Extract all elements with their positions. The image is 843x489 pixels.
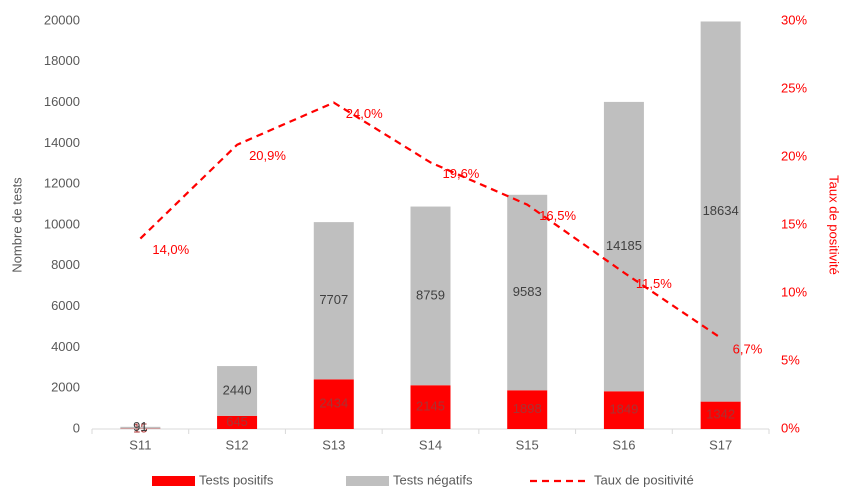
bar-label: 1898 bbox=[513, 401, 542, 416]
y2-tick-label: 0% bbox=[781, 420, 800, 435]
bar-label: 1849 bbox=[609, 402, 638, 417]
line-label: 14,0% bbox=[152, 242, 189, 257]
bar-label: 7707 bbox=[319, 292, 348, 307]
bar bbox=[120, 426, 161, 429]
bar-label: 1342 bbox=[706, 407, 735, 422]
y-tick-label: 18000 bbox=[44, 53, 80, 68]
y2-tick-label: 30% bbox=[781, 12, 807, 27]
y2-tick-label: 5% bbox=[781, 352, 800, 367]
bar-label: 14185 bbox=[606, 238, 642, 253]
x-tick-label: S13 bbox=[322, 437, 345, 452]
x-tick-label: S14 bbox=[419, 437, 442, 452]
line-label: 19,6% bbox=[443, 166, 480, 181]
bar-label: 2145 bbox=[416, 399, 445, 414]
bar-label: 645 bbox=[226, 414, 248, 429]
bar bbox=[700, 21, 741, 402]
legend-swatch bbox=[346, 476, 389, 486]
bar bbox=[313, 222, 354, 380]
bar bbox=[603, 391, 644, 429]
x-tick-label: S16 bbox=[612, 437, 635, 452]
bar-label: 2434 bbox=[319, 396, 348, 411]
legend-label: Tests positifs bbox=[199, 472, 274, 487]
y2-tick-label: 15% bbox=[781, 216, 807, 231]
bar bbox=[217, 415, 258, 429]
y2-tick-label: 10% bbox=[781, 284, 807, 299]
y-tick-label: 8000 bbox=[51, 257, 80, 272]
y-tick-label: 20000 bbox=[44, 12, 80, 27]
bar bbox=[410, 385, 451, 429]
bar bbox=[507, 390, 548, 429]
y-tick-label: 14000 bbox=[44, 135, 80, 150]
bar-label: 18634 bbox=[703, 203, 739, 218]
bar-label: 9583 bbox=[513, 284, 542, 299]
line-label: 11,5% bbox=[636, 276, 672, 291]
y-tick-label: 10000 bbox=[44, 216, 80, 231]
bar bbox=[410, 206, 451, 386]
y2-axis-title: Taux de positivité bbox=[827, 175, 842, 275]
line-label: 20,9% bbox=[249, 148, 286, 163]
y-tick-label: 12000 bbox=[44, 176, 80, 191]
x-tick-label: S11 bbox=[129, 437, 151, 452]
y-tick-label: 2000 bbox=[51, 380, 80, 395]
bar bbox=[603, 101, 644, 392]
x-tick-label: S15 bbox=[516, 437, 539, 452]
x-tick-label: S12 bbox=[226, 437, 249, 452]
legend-swatch bbox=[152, 476, 195, 486]
y-tick-label: 0 bbox=[73, 420, 80, 435]
y2-tick-label: 20% bbox=[781, 148, 807, 163]
bar-label: 91 bbox=[133, 419, 147, 434]
line-label: 6,7% bbox=[733, 341, 763, 356]
x-tick-label: S17 bbox=[709, 437, 732, 452]
line bbox=[139, 101, 722, 339]
y2-tick-label: 25% bbox=[781, 80, 807, 95]
line-label: 24,0% bbox=[346, 106, 383, 121]
bar bbox=[700, 401, 741, 429]
bar bbox=[217, 366, 258, 416]
bar bbox=[313, 379, 354, 429]
bar-label: 2440 bbox=[223, 382, 252, 397]
legend-label: Taux de positivité bbox=[594, 472, 694, 487]
bar bbox=[507, 194, 548, 391]
legend-label: Tests négatifs bbox=[393, 472, 473, 487]
bar-label: 8759 bbox=[416, 287, 445, 302]
y-axis-title: Nombre de tests bbox=[9, 177, 24, 273]
y-tick-label: 16000 bbox=[44, 94, 80, 109]
y-tick-label: 4000 bbox=[51, 339, 80, 354]
line-label: 16,5% bbox=[539, 208, 576, 223]
y-tick-label: 6000 bbox=[51, 298, 80, 313]
